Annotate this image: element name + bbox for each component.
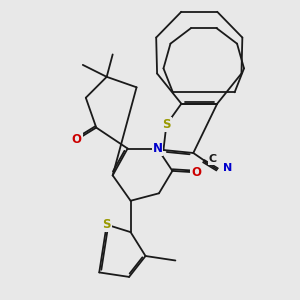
Text: N: N <box>152 142 163 155</box>
Text: O: O <box>72 133 82 146</box>
Text: S: S <box>103 218 111 231</box>
Text: O: O <box>191 166 201 179</box>
Text: N: N <box>223 163 232 173</box>
Text: S: S <box>162 118 171 131</box>
Text: C: C <box>208 154 217 164</box>
